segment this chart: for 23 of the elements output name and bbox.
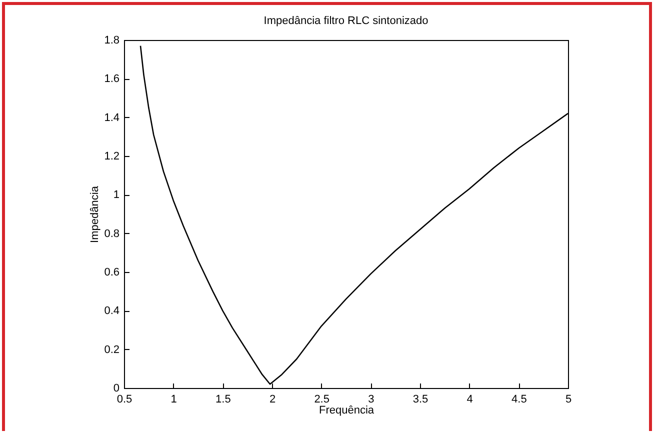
x-tick-label: 3.5 [412, 394, 428, 406]
x-tick-label: 0.5 [116, 394, 132, 406]
y-axis-title: Impedância [89, 185, 102, 243]
y-tick-label: 1.2 [104, 150, 120, 162]
x-axis-title: Frequência [318, 404, 375, 416]
y-tick-label: 1.6 [104, 73, 120, 86]
x-tick-label: 1 [170, 394, 177, 406]
chart-title: Impedância filtro RLC sintonizado [264, 15, 428, 27]
x-tick-label: 4 [466, 394, 473, 406]
x-tick-label: 2 [269, 394, 276, 406]
y-tick-label: 0.6 [104, 266, 120, 278]
y-tick-label: 0.2 [104, 344, 120, 356]
x-tick-label: 3 [368, 394, 374, 406]
y-tick-label: 1 [113, 189, 120, 202]
x-tick-label: 2.5 [314, 394, 330, 406]
y-tick-label: 1.4 [104, 112, 120, 124]
y-tick-label: 0.8 [104, 228, 120, 240]
x-tick-label: 5 [565, 394, 572, 406]
y-tick-label: 0.4 [104, 305, 120, 318]
x-tick-label: 4.5 [512, 394, 527, 406]
x-tick-label: 1.5 [216, 394, 231, 406]
y-tick-label: 0 [113, 382, 120, 394]
y-tick-label: 1.8 [104, 34, 120, 46]
